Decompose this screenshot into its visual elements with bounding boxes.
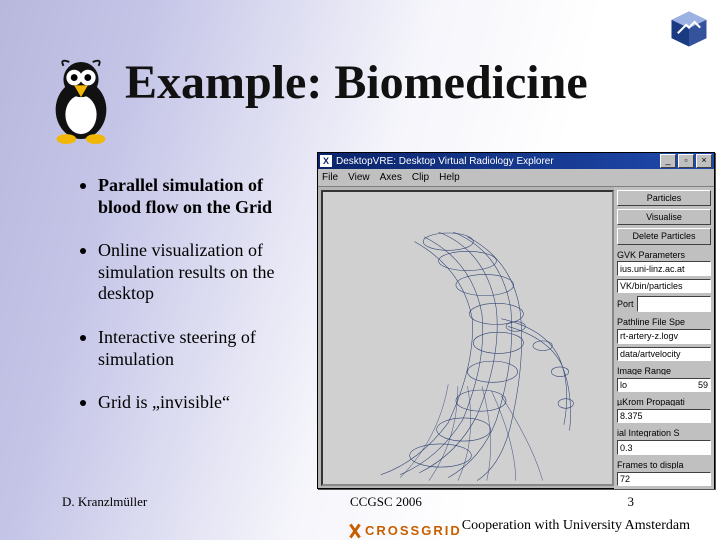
bullet-item: Parallel simulation of blood flow on the… <box>80 175 310 218</box>
bullet-dot-icon <box>80 400 86 406</box>
frames-value[interactable]: 72 <box>617 472 711 486</box>
integration-label: ial Integration S <box>617 428 711 437</box>
visualise-button[interactable]: Visualise <box>617 209 711 225</box>
footer-credit: Cooperation with University Amsterdam <box>462 518 690 534</box>
corner-cube-logo <box>668 8 710 50</box>
menu-view[interactable]: View <box>348 172 370 183</box>
crossgrid-logo: CROSSGRID <box>348 523 462 538</box>
penguin-illustration <box>42 56 120 144</box>
window-titlebar: X DesktopVRE: Desktop Virtual Radiology … <box>318 153 714 169</box>
footer-author: D. Kranzlmüller <box>62 494 147 510</box>
bullet-text: Grid is „invisible“ <box>98 392 230 414</box>
image-range-label: Image Range <box>617 366 711 375</box>
window-title-text: DesktopVRE: Desktop Virtual Radiology Ex… <box>336 156 660 167</box>
gvk-host-input[interactable]: ius.uni-linz.ac.at <box>617 261 711 275</box>
menubar: File View Axes Clip Help <box>318 169 714 187</box>
footer-conference: CCGSC 2006 <box>350 494 422 510</box>
pathline-file-input[interactable]: rt-artery-z.logv <box>617 329 711 343</box>
port-label: Port <box>617 299 634 309</box>
window-minimize-button[interactable]: _ <box>660 154 676 168</box>
slide-root: Example: Biomedicine Parallel simulation… <box>0 0 720 540</box>
menu-axes[interactable]: Axes <box>380 172 402 183</box>
bullet-list: Parallel simulation of blood flow on the… <box>80 175 310 436</box>
visualization-canvas[interactable] <box>321 190 614 486</box>
window-close-button[interactable]: × <box>696 154 712 168</box>
pathline-label: Pathline File Spe <box>617 317 711 326</box>
integration-value[interactable]: 0.3 <box>617 440 711 454</box>
gvk-parameters-label: GVK Parameters <box>617 250 711 259</box>
bullet-dot-icon <box>80 248 86 254</box>
bullet-text: Interactive steering of simulation <box>98 327 310 370</box>
menu-file[interactable]: File <box>322 172 338 183</box>
bullet-text: Online visualization of simulation resul… <box>98 240 310 305</box>
delete-particles-button[interactable]: Delete Particles <box>617 228 711 244</box>
propagation-label: µKrom Propagati <box>617 397 711 406</box>
slide-title: Example: Biomedicine <box>125 55 680 110</box>
bullet-item: Online visualization of simulation resul… <box>80 240 310 305</box>
image-range-hi: 59 <box>698 379 708 391</box>
embedded-app-window: X DesktopVRE: Desktop Virtual Radiology … <box>317 152 715 489</box>
particles-button[interactable]: Particles <box>617 190 711 206</box>
bullet-dot-icon <box>80 335 86 341</box>
image-range-lo: lo <box>620 379 627 391</box>
menu-help[interactable]: Help <box>439 172 460 183</box>
frames-label: Frames to displa <box>617 460 711 469</box>
bullet-item: Grid is „invisible“ <box>80 392 310 414</box>
gvk-path-input[interactable]: VK/bin/particles <box>617 279 711 293</box>
propagation-value[interactable]: 8.375 <box>617 409 711 423</box>
side-panel: Particles Visualise Delete Particles GVK… <box>614 187 714 489</box>
bullet-text: Parallel simulation of blood flow on the… <box>98 175 310 218</box>
bullet-item: Interactive steering of simulation <box>80 327 310 370</box>
crossgrid-x-icon <box>348 524 362 538</box>
crossgrid-logo-text: CROSSGRID <box>365 523 462 538</box>
bullet-dot-icon <box>80 183 86 189</box>
pathline-dir-input[interactable]: data/artvelocity <box>617 347 711 361</box>
footer-page-number: 3 <box>628 494 635 510</box>
port-input[interactable] <box>637 296 711 312</box>
menu-clip[interactable]: Clip <box>412 172 429 183</box>
window-app-icon: X <box>320 155 332 167</box>
window-maximize-button[interactable]: ▫ <box>678 154 694 168</box>
image-range-input[interactable]: lo 59 <box>617 378 711 392</box>
